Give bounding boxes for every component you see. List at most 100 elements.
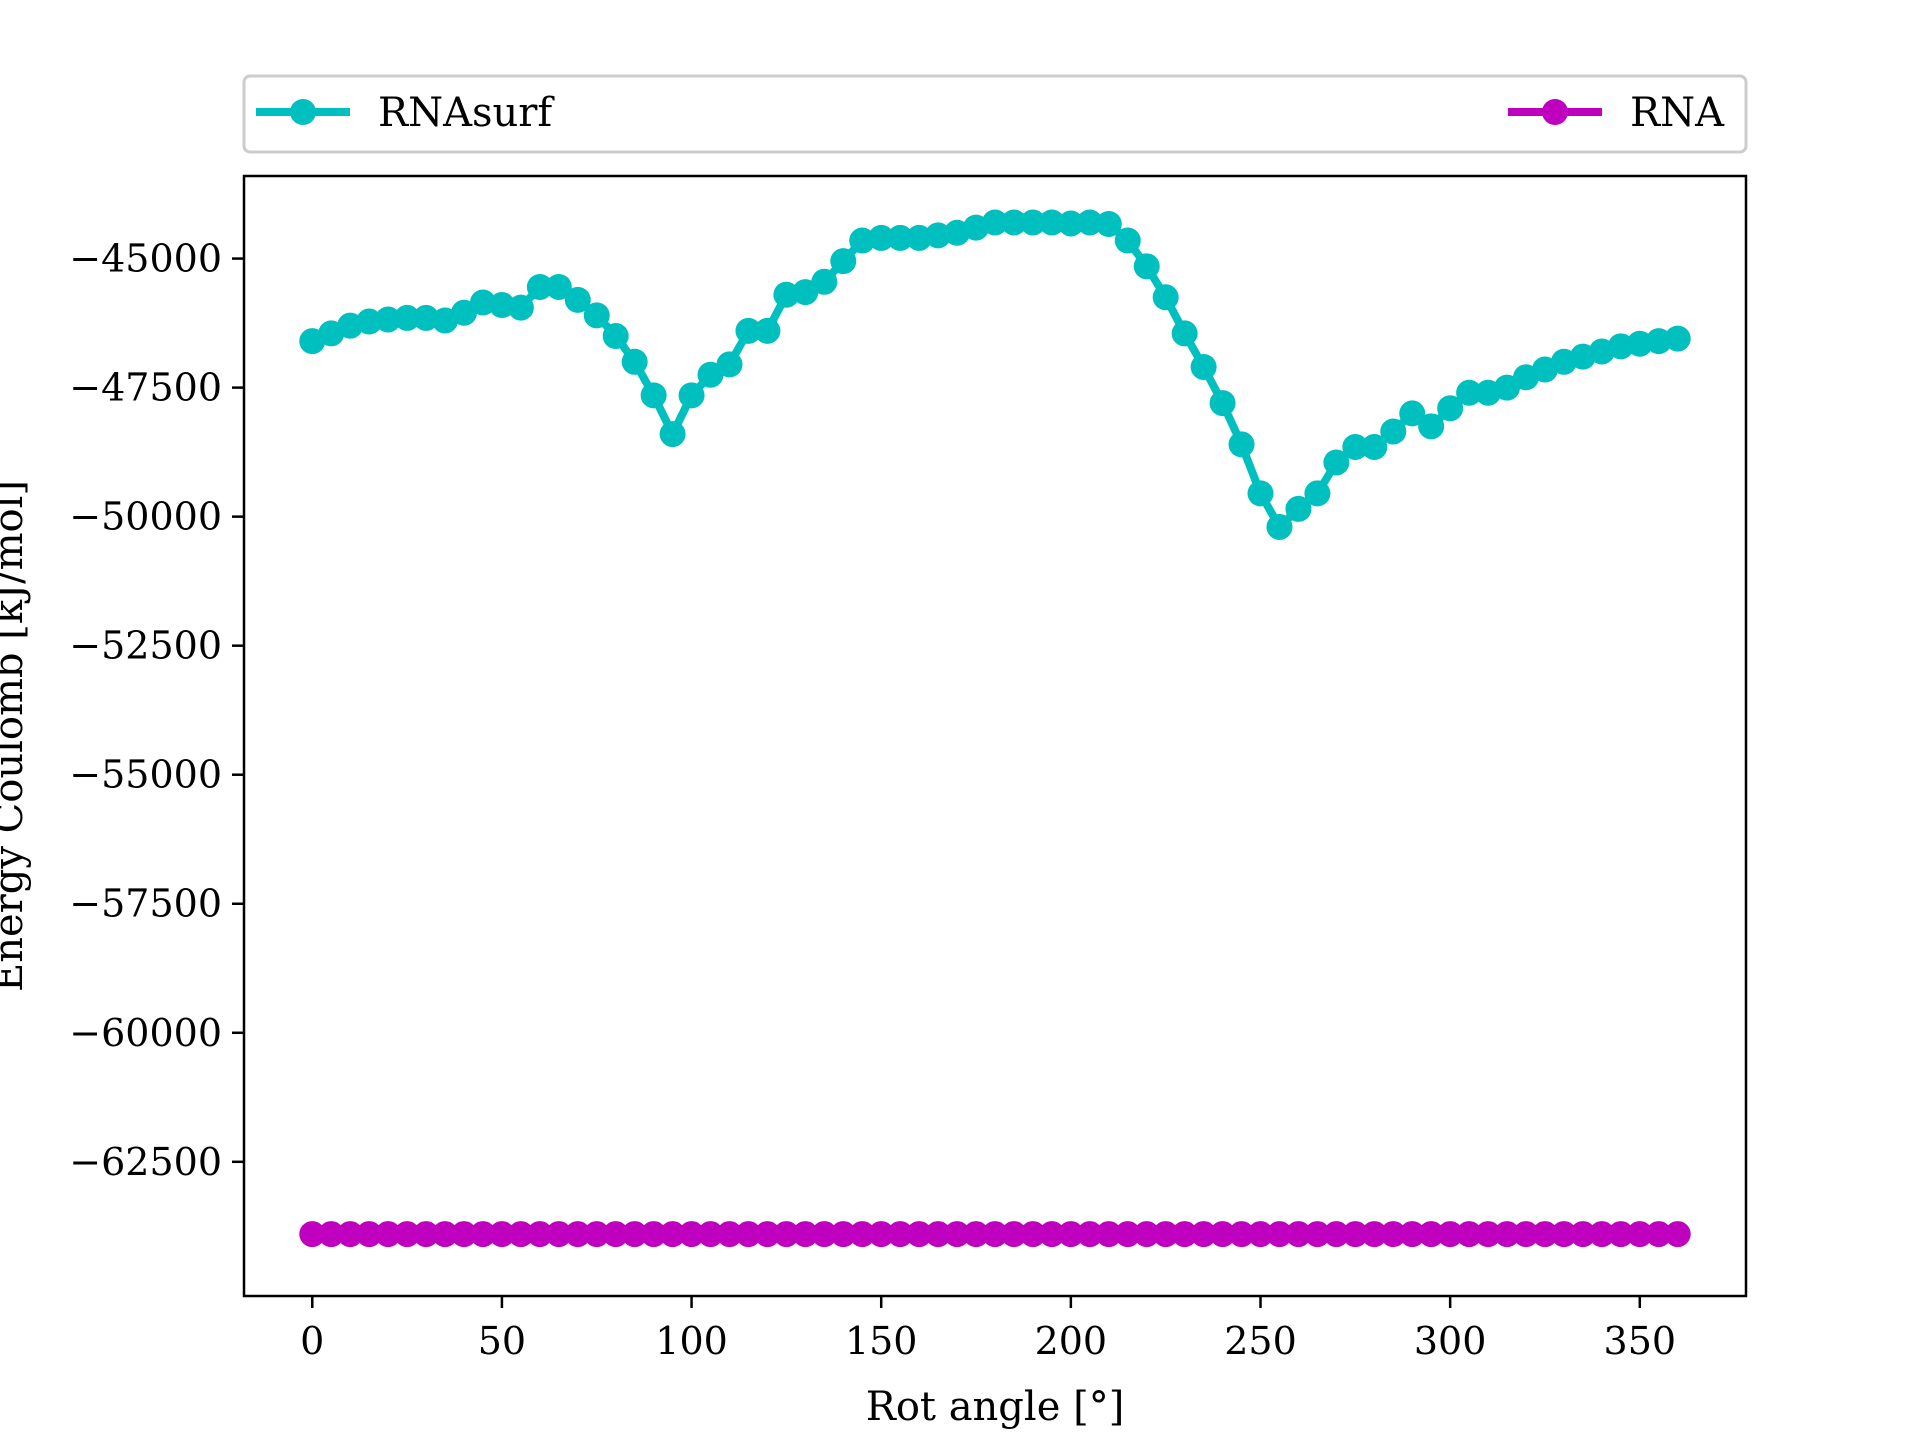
data-point-rna	[1114, 1221, 1141, 1248]
y-tick-label: −57500	[69, 882, 222, 926]
data-point-rna	[1645, 1221, 1672, 1248]
y-tick-label: −62500	[69, 1140, 222, 1184]
data-point-rna	[1475, 1221, 1502, 1248]
data-point-rnasurf	[450, 299, 477, 326]
y-tick-label: −52500	[69, 624, 222, 668]
data-point-rnasurf	[1076, 209, 1103, 236]
data-point-rnasurf	[526, 273, 553, 300]
data-point-rnasurf	[469, 289, 496, 316]
data-point-rna	[1228, 1221, 1255, 1248]
data-point-rna	[507, 1221, 534, 1248]
legend-label-rna: RNA	[1630, 90, 1725, 136]
data-point-rnasurf	[1645, 328, 1672, 355]
data-point-rnasurf	[1342, 433, 1369, 460]
legend-frame	[242, 74, 1748, 154]
data-point-rna	[1133, 1221, 1160, 1248]
data-point-rnasurf	[394, 304, 421, 331]
data-point-rnasurf	[773, 281, 800, 308]
data-point-rnasurf	[1399, 400, 1426, 427]
data-point-rnasurf	[1418, 413, 1445, 440]
data-point-rnasurf	[982, 209, 1008, 236]
data-point-rna	[849, 1221, 876, 1248]
y-tick-label: −60000	[69, 1011, 222, 1055]
data-point-rna	[1247, 1221, 1274, 1248]
x-tick-label: 350	[1604, 1319, 1677, 1363]
data-point-rnasurf	[697, 361, 724, 388]
data-point-rna	[1550, 1221, 1577, 1248]
data-point-rnasurf	[1247, 480, 1274, 507]
data-point-rnasurf	[356, 308, 383, 335]
data-point-rnasurf	[621, 348, 648, 375]
data-point-rna	[545, 1221, 572, 1248]
data-point-rna	[1000, 1221, 1027, 1248]
data-point-rna	[659, 1221, 686, 1248]
data-point-rna	[868, 1221, 895, 1248]
x-tick-label: 200	[1035, 1319, 1108, 1363]
legend-entry-rna: RNA	[1508, 90, 1725, 136]
data-point-rnasurf	[1152, 284, 1179, 311]
data-point-rna	[1607, 1221, 1634, 1248]
data-point-rna	[1626, 1221, 1653, 1248]
data-point-rna	[735, 1221, 762, 1248]
data-point-rna	[830, 1221, 857, 1248]
data-point-rna	[621, 1221, 648, 1248]
data-point-rnasurf	[1209, 390, 1236, 417]
y-tick-label: −55000	[69, 753, 222, 797]
data-point-rnasurf	[868, 224, 895, 251]
data-point-rnasurf	[830, 248, 857, 275]
data-point-rna	[1057, 1221, 1084, 1248]
data-point-rnasurf	[716, 351, 743, 378]
data-point-rna	[1019, 1221, 1046, 1248]
data-point-rnasurf	[564, 286, 591, 313]
data-point-rna	[564, 1221, 591, 1248]
data-point-rnasurf	[1038, 209, 1065, 236]
data-point-rna	[716, 1221, 743, 1248]
data-point-rnasurf	[659, 421, 686, 448]
data-point-rnasurf	[1171, 320, 1198, 347]
data-point-rnasurf	[1361, 433, 1388, 460]
data-point-rna	[640, 1221, 667, 1248]
data-point-rnasurf	[1057, 210, 1084, 237]
data-point-rna	[583, 1221, 610, 1248]
data-point-rnasurf	[1266, 513, 1293, 540]
data-point-rnasurf	[678, 382, 705, 409]
data-point-rna	[1171, 1221, 1198, 1248]
data-point-rnasurf	[1190, 353, 1217, 380]
data-point-rna	[1190, 1221, 1217, 1248]
plot-area	[242, 174, 1748, 1298]
data-point-rna	[450, 1221, 477, 1248]
data-point-rnasurf	[1114, 227, 1141, 254]
data-point-rna	[754, 1221, 781, 1248]
x-axis-label: Rot angle [°]	[866, 1384, 1125, 1430]
y-axis: −45000 −47500 −50000 −52500 −55000 −57500 −600…	[69, 237, 244, 1184]
data-point-rna	[906, 1221, 933, 1248]
y-tick-label: −47500	[69, 366, 222, 410]
x-tick-label: 150	[845, 1319, 918, 1363]
data-point-rnasurf	[1285, 495, 1312, 522]
x-tick-label: 50	[478, 1319, 526, 1363]
data-point-rna	[1095, 1221, 1122, 1248]
data-point-rna	[773, 1221, 800, 1248]
y-tick-label: −45000	[69, 237, 222, 281]
data-point-rna	[1569, 1221, 1596, 1248]
legend-marker-rnasurf	[290, 99, 316, 125]
series-layer	[299, 209, 1691, 1248]
data-point-rna	[811, 1221, 838, 1248]
x-tick-label: 250	[1224, 1319, 1297, 1363]
data-point-rna	[1152, 1221, 1179, 1248]
data-point-rna	[1418, 1221, 1445, 1248]
x-axis: 0 50 100 150 200 250 300 350	[300, 1296, 1676, 1363]
legend-entry-rnasurf: RNAsurf	[256, 90, 555, 136]
data-point-rnasurf	[792, 279, 819, 306]
data-point-rna	[1342, 1221, 1369, 1248]
data-point-rnasurf	[735, 317, 762, 344]
data-point-rna	[1664, 1221, 1691, 1248]
data-point-rna	[432, 1221, 459, 1248]
data-point-rna	[1437, 1221, 1464, 1248]
data-point-rna	[1588, 1221, 1615, 1248]
data-point-rnasurf	[488, 292, 515, 319]
data-point-rna	[1361, 1221, 1388, 1248]
data-point-rna	[982, 1221, 1008, 1248]
data-point-rna	[963, 1221, 990, 1248]
data-point-rnasurf	[1228, 431, 1255, 458]
